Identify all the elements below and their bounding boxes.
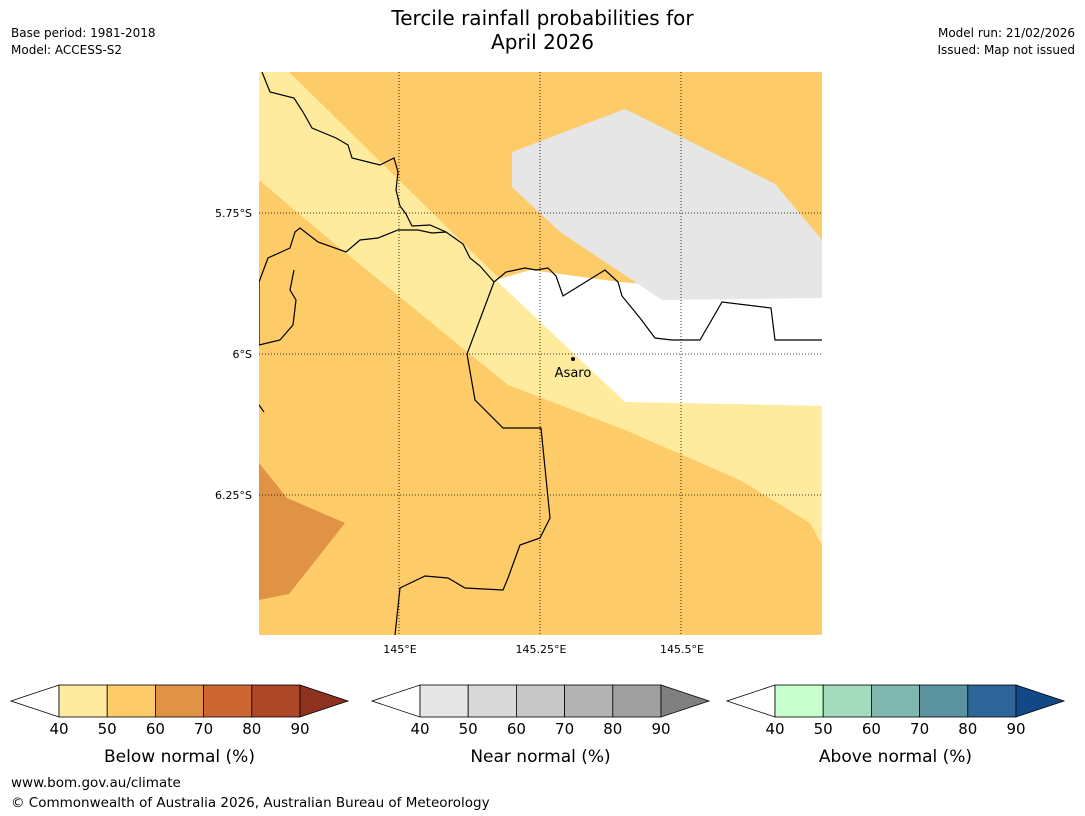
legends: 40 50 60 70 80 90 Below normal (%) 40 50 60 70 80 90… [9,684,1066,767]
above-normal-legend-upper-arrow [1015,684,1066,718]
below-normal-legend-swatch [58,684,108,718]
model-name: Model: ACCESS-S2 [11,43,123,57]
above-normal-legend-label: Above normal (%) [819,747,972,767]
map-title: Tercile rainfall probabilities for April… [0,6,1085,54]
above-normal-legend-tick: 50 [814,720,833,738]
lat-label: 5.75°S [215,207,252,220]
administrative-borders [259,72,822,635]
near-normal-legend-tick: 80 [603,720,622,738]
below-normal-legend-swatch [251,684,301,718]
header-left: Base period: 1981-2018 Model: ACCESS-S2 [11,25,156,59]
near-normal-legend-swatch [612,684,662,718]
model-run: Model run: 21/02/2026 [937,26,1075,40]
graticule [259,72,822,635]
lon-label: 145.5°E [660,643,704,656]
above-normal-legend-swatch [871,684,921,718]
above-normal-legend-tick: 70 [910,720,929,738]
border-line [259,269,297,346]
near-normal-legend-tick: 40 [410,720,429,738]
below-normal-legend-upper-arrow [299,684,350,718]
below-normal-legend-tick: 60 [146,720,165,738]
footer-copyright: © Commonwealth of Australia 2026, Austra… [11,795,490,811]
above-normal-legend-tick: 40 [765,720,784,738]
near-normal-legend-label: Near normal (%) [470,747,610,767]
lat-label: 6°S [233,348,252,361]
below-normal-legend-tick: 70 [194,720,213,738]
above-normal-legend-swatch [774,684,824,718]
title-line-1: Tercile rainfall probabilities for [391,6,694,30]
above-normal-legend-lower-arrow [725,684,776,718]
below-normal-legend-tick: 80 [242,720,261,738]
near-normal-legend-tick: 70 [555,720,574,738]
near-normal-legend-tick: 50 [459,720,478,738]
below-normal-legend-tick: 40 [49,720,68,738]
near-normal-legend-tick: 60 [507,720,526,738]
axis-labels: 5.75°S 6°S 6.25°S 145°E 145.25°E 145.5°E [215,207,704,656]
near-normal-legend-swatch [467,684,517,718]
above-normal-legend-tick: 90 [1006,720,1025,738]
near-normal-legend-tick: 90 [651,720,670,738]
title-line-2: April 2026 [491,30,594,54]
near-normal-legend-upper-arrow [660,684,711,718]
lon-label: 145.25°E [516,643,567,656]
near-normal-legend-swatch [516,684,566,718]
below-normal-legend-swatch [154,684,204,718]
below-normal-legend-label: Below normal (%) [104,747,255,767]
border-line [493,267,822,341]
above-normal-legend-tick: 80 [958,720,977,738]
near-normal-legend-swatch [419,684,469,718]
lon-label: 145°E [383,643,416,656]
above-normal-legend-swatch [822,684,872,718]
above-normal-legend-swatch [967,684,1017,718]
border-line [261,72,495,283]
issued-status: Issued: Map not issued [937,43,1075,57]
below-normal-legend-lower-arrow [9,684,60,718]
near-normal-legend-lower-arrow [370,684,421,718]
asaro-marker [571,357,575,361]
border-line [259,404,265,413]
header-right: Model run: 21/02/2026 Issued: Map not is… [937,25,1075,59]
near-normal-legend-swatch [564,684,614,718]
near-normal-40-50-region [512,109,822,300]
below-normal-60-70-region [259,463,345,600]
base-period: Base period: 1981-2018 [11,26,156,40]
asaro-label: Asaro [555,366,592,381]
below-normal-legend-tick: 90 [290,720,309,738]
map-area: Asaro [259,72,822,635]
below-normal-legend-swatch [203,684,253,718]
below-normal-legend-tick: 50 [98,720,117,738]
footer-website: www.bom.gov.au/climate [11,775,181,791]
border-line [394,281,551,635]
above-normal-legend-tick: 60 [862,720,881,738]
below-normal-legend-swatch [106,684,156,718]
border-line [259,227,447,345]
lat-label: 6.25°S [215,489,252,502]
above-normal-legend-swatch [919,684,969,718]
